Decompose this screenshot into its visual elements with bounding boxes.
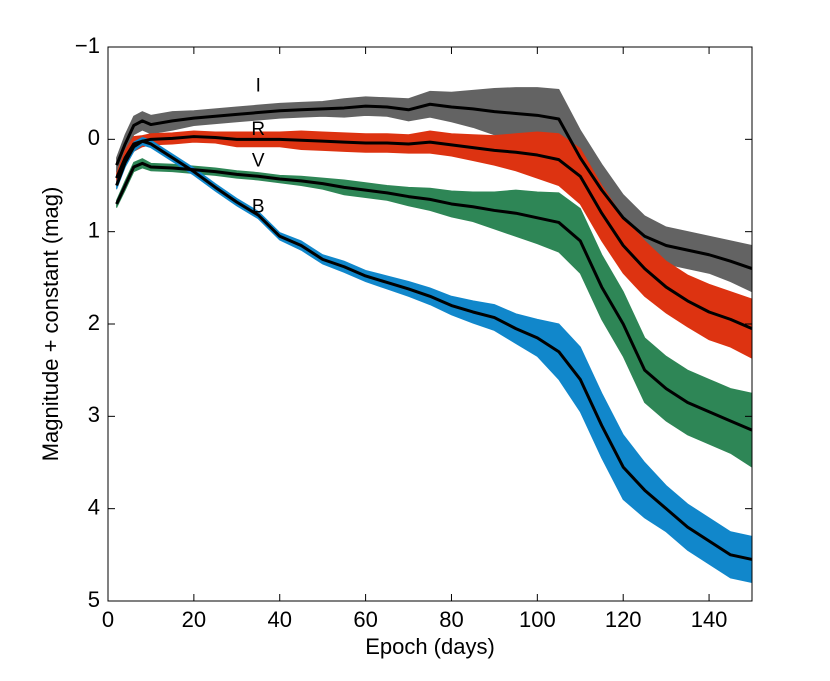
y-tick-label: 0 (88, 125, 100, 150)
x-tick-label: 60 (353, 607, 377, 632)
median-line (115, 102, 753, 271)
y-tick-label: −1 (75, 33, 100, 58)
x-tick-label: 80 (439, 607, 463, 632)
median-line (115, 139, 753, 561)
median-line (115, 161, 753, 432)
y-tick-label: 2 (88, 310, 100, 335)
series-label: B (252, 197, 265, 218)
y-axis-label: Magnitude + constant (mag) (38, 187, 63, 462)
series-label: V (252, 151, 265, 172)
x-tick-label: 0 (102, 607, 114, 632)
x-tick-label: 20 (182, 607, 206, 632)
x-axis-label: Epoch (days) (365, 634, 495, 659)
series-label: I (256, 76, 261, 97)
y-tick-label: 1 (88, 217, 100, 242)
y-tick-label: 3 (88, 402, 100, 427)
y-tick-label: 5 (88, 587, 100, 612)
x-tick-label: 100 (519, 607, 556, 632)
x-tick-label: 140 (691, 607, 728, 632)
x-tick-label: 120 (605, 607, 642, 632)
x-tick-label: 40 (267, 607, 291, 632)
median-line (115, 135, 753, 330)
series-label: R (251, 119, 265, 140)
y-tick-label: 4 (88, 494, 100, 519)
